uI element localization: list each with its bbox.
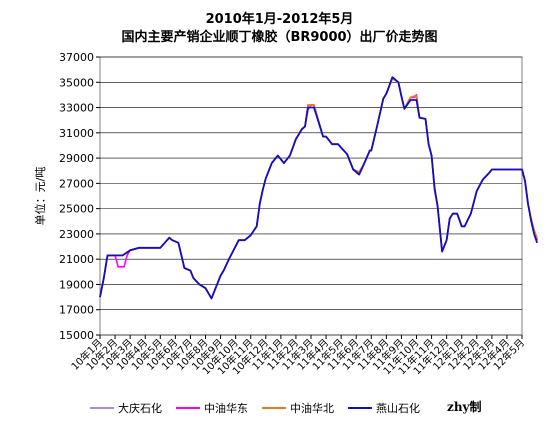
chart-title: 2010年1月-2012年5月	[205, 12, 354, 27]
y-tick-label: 17000	[59, 304, 94, 317]
legend-item-yanshan: 燕山石化	[348, 400, 420, 416]
legend-swatch-huabei	[262, 407, 286, 409]
y-tick-label: 23000	[59, 228, 94, 241]
legend-item-huadong: 中油华东	[176, 400, 248, 416]
y-tick-label: 29000	[59, 152, 94, 165]
legend-label-huabei: 中油华北	[290, 402, 334, 415]
y-tick-label: 33000	[59, 102, 94, 115]
legend-label-daqing: 大庆石化	[118, 402, 162, 415]
legend-label-huadong: 中油华东	[204, 402, 248, 415]
y-tick-label: 31000	[59, 127, 94, 140]
y-tick-label: 27000	[59, 177, 94, 190]
y-tick-label: 37000	[59, 51, 94, 64]
legend-label-yanshan: 燕山石化	[376, 402, 420, 415]
author-credit: zhy制	[447, 400, 482, 414]
y-tick-label: 19000	[59, 278, 94, 291]
legend-item-huabei: 中油华北	[262, 400, 334, 416]
series-line-4	[99, 76, 538, 300]
y-axis-label: 单位：元/吨	[33, 167, 47, 226]
legend-swatch-yanshan	[348, 407, 372, 409]
legend: 大庆石化 中油华东 中油华北 燕山石化	[90, 400, 434, 416]
plot-frame	[99, 56, 523, 336]
chart-subtitle: 国内主要产销企业顺丁橡胶（BR9000）出厂价走势图	[121, 30, 438, 45]
legend-swatch-daqing	[90, 407, 114, 409]
y-tick-label: 21000	[59, 253, 94, 266]
legend-item-daqing: 大庆石化	[90, 400, 162, 416]
y-tick-label: 35000	[59, 76, 94, 89]
y-tick-label: 15000	[59, 329, 94, 342]
y-tick-label: 25000	[59, 203, 94, 216]
legend-swatch-huadong	[176, 407, 200, 409]
